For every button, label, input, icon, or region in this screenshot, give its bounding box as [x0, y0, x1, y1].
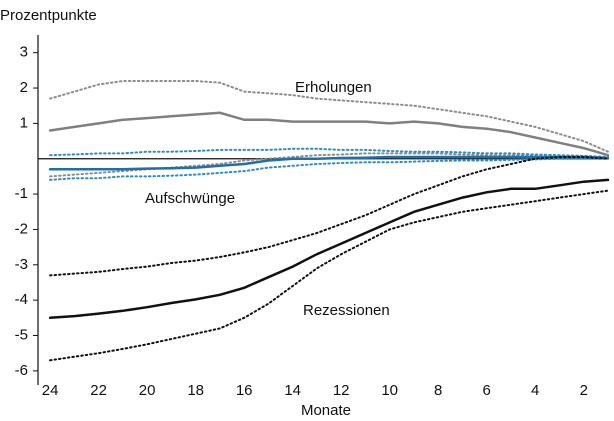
series-line — [48, 178, 610, 320]
y-tick-label: -2 — [15, 220, 28, 237]
series-line — [48, 155, 610, 171]
x-axis-label: Monate — [301, 402, 351, 419]
series-line — [49, 156, 609, 277]
x-tick-label: 20 — [139, 382, 156, 399]
y-tick-label: -4 — [15, 291, 28, 308]
x-tick-label: 2 — [580, 382, 588, 399]
x-tick-label: 14 — [284, 382, 301, 399]
x-tick-label: 6 — [483, 382, 491, 399]
y-tick-label: 3 — [20, 44, 28, 61]
x-tick-label: 12 — [333, 382, 350, 399]
x-tick-label: 16 — [236, 382, 253, 399]
series-line — [49, 157, 609, 181]
x-tick-label: 18 — [187, 382, 204, 399]
x-tick-label: 24 — [42, 382, 59, 399]
x-tick-label: 22 — [90, 382, 107, 399]
series-line — [49, 152, 609, 178]
y-tick-label: 2 — [20, 79, 28, 96]
y-tick-label: 1 — [20, 114, 28, 131]
y-axis-label: Prozentpunkte — [0, 7, 97, 24]
x-tick-label: 10 — [381, 382, 398, 399]
y-tick-label: -6 — [15, 362, 28, 379]
x-tick-label: 8 — [434, 382, 442, 399]
series-line — [48, 111, 610, 157]
series-line — [49, 189, 609, 362]
series-label: Erholungen — [295, 79, 372, 96]
series-label: Rezessionen — [303, 302, 390, 319]
series-line — [49, 80, 609, 153]
y-tick-label: -3 — [15, 256, 28, 273]
y-tick-label: -5 — [15, 326, 28, 343]
series-label: Aufschwünge — [145, 190, 235, 207]
x-tick-label: 4 — [531, 382, 539, 399]
series-line — [49, 147, 609, 158]
y-tick-label: -1 — [15, 185, 28, 202]
